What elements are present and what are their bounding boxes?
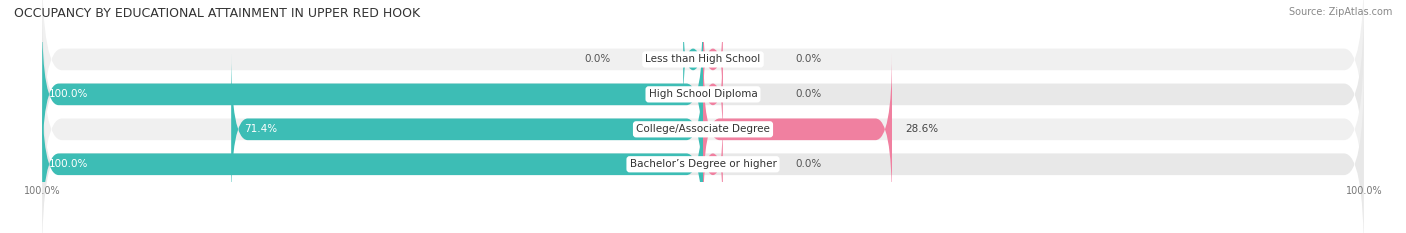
Text: Bachelor’s Degree or higher: Bachelor’s Degree or higher [630, 159, 776, 169]
FancyBboxPatch shape [42, 88, 703, 233]
FancyBboxPatch shape [703, 53, 891, 206]
Text: 0.0%: 0.0% [585, 55, 610, 64]
Text: Less than High School: Less than High School [645, 55, 761, 64]
Text: High School Diploma: High School Diploma [648, 89, 758, 99]
Text: 0.0%: 0.0% [796, 89, 821, 99]
FancyBboxPatch shape [703, 53, 723, 136]
FancyBboxPatch shape [683, 18, 703, 101]
FancyBboxPatch shape [703, 18, 723, 101]
Text: 0.0%: 0.0% [796, 55, 821, 64]
FancyBboxPatch shape [42, 0, 1364, 188]
Text: 71.4%: 71.4% [245, 124, 277, 134]
FancyBboxPatch shape [231, 53, 703, 206]
FancyBboxPatch shape [42, 70, 1364, 233]
FancyBboxPatch shape [42, 18, 703, 171]
FancyBboxPatch shape [42, 0, 1364, 153]
FancyBboxPatch shape [42, 35, 1364, 223]
Text: 28.6%: 28.6% [905, 124, 938, 134]
Text: 100.0%: 100.0% [49, 159, 89, 169]
Text: College/Associate Degree: College/Associate Degree [636, 124, 770, 134]
Text: Source: ZipAtlas.com: Source: ZipAtlas.com [1288, 7, 1392, 17]
Text: OCCUPANCY BY EDUCATIONAL ATTAINMENT IN UPPER RED HOOK: OCCUPANCY BY EDUCATIONAL ATTAINMENT IN U… [14, 7, 420, 20]
FancyBboxPatch shape [703, 123, 723, 206]
Text: 0.0%: 0.0% [796, 159, 821, 169]
Text: 100.0%: 100.0% [49, 89, 89, 99]
